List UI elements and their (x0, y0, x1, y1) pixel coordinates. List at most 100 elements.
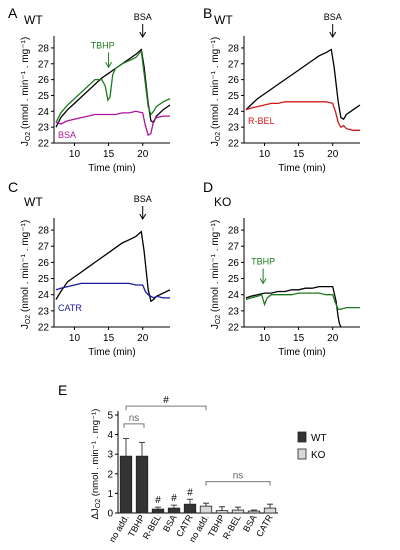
panel-letter-B: B (203, 5, 212, 21)
series-line-r-bel (245, 101, 360, 131)
y-tick-label: 22 (228, 323, 240, 334)
category-label-group: CATR (254, 513, 275, 539)
bracket-label: ns (233, 471, 244, 482)
y-tick-label: 26 (228, 75, 240, 86)
series-line-control (245, 48, 361, 121)
y-axis-label: JO2 (nmol . min⁻¹ . mg⁻¹) (20, 37, 32, 146)
x-axis-label: Time (min) (88, 163, 135, 174)
y-axis-label-text: JO2 (nmol . min⁻¹ . mg⁻¹) (210, 37, 222, 146)
x-tick-label: 15 (103, 333, 115, 344)
series-line-control (245, 285, 342, 328)
series-line-bsa (55, 110, 170, 137)
panel-letter-A: A (8, 5, 18, 21)
y-tick-label: 26 (38, 75, 50, 86)
significance-mark: # (155, 495, 161, 506)
y-tick-label: 2 (107, 469, 113, 480)
bar-ko (247, 510, 261, 514)
strain-label: KO (214, 195, 231, 209)
y-tick-label: 22 (38, 323, 50, 334)
legend-swatch-wt (297, 431, 307, 443)
y-tick-label: 3 (107, 450, 113, 461)
legend-catr: CATR (58, 303, 82, 313)
series-line-tbhp (245, 292, 360, 310)
y-tick-label: 24 (228, 290, 240, 301)
y-tick-label: 25 (38, 274, 50, 285)
strain-label: WT (214, 13, 233, 27)
x-tick-label: 20 (327, 149, 339, 160)
arrow-head (139, 213, 147, 220)
x-tick-label: 20 (327, 333, 339, 344)
y-tick-label: 28 (38, 226, 50, 237)
y-tick-label: 5 (107, 411, 113, 422)
x-axis-label: Time (min) (278, 163, 325, 174)
series-line-tbhp (55, 49, 171, 123)
series-line-control (55, 48, 171, 128)
panel-letter-C: C (8, 179, 18, 195)
y-tick-label: 22 (228, 139, 240, 150)
arrow-label: BSA (134, 12, 152, 22)
legend-label-wt: WT (311, 433, 327, 444)
y-axis-label-text: ΔJO2 (nmol . min⁻¹ . mg⁻¹) (90, 409, 102, 520)
y-axis-label-text: JO2 (nmol . min⁻¹ . mg⁻¹) (20, 37, 32, 146)
x-axis-label: Time (min) (278, 347, 325, 358)
y-axis-label-text: JO2 (nmol . min⁻¹ . mg⁻¹) (210, 220, 222, 329)
x-tick-label: 10 (69, 149, 81, 160)
panel-letter-D: D (203, 179, 213, 195)
tbhp-arrow-head (259, 278, 267, 285)
y-axis-label-text: JO2 (nmol . min⁻¹ . mg⁻¹) (20, 220, 32, 329)
tbhp-arrow-label: TBHP (91, 40, 115, 50)
significance-bracket (205, 481, 271, 486)
x-tick-label: 10 (259, 149, 271, 160)
y-axis-label: JO2 (nmol . min⁻¹ . mg⁻¹) (20, 220, 32, 329)
y-tick-label: 25 (228, 274, 240, 285)
y-tick-label: 26 (38, 258, 50, 269)
y-tick-label: 26 (228, 258, 240, 269)
legend-swatch-ko (297, 448, 307, 460)
bar-wt (135, 455, 149, 514)
bar-ko (231, 509, 245, 514)
y-tick-label: 25 (228, 91, 240, 102)
x-tick-label: 20 (137, 333, 149, 344)
y-tick-label: 4 (107, 430, 113, 441)
category-label: CATR (254, 513, 275, 539)
y-axis-label: JO2 (nmol . min⁻¹ . mg⁻¹) (210, 37, 222, 146)
y-tick-label: 23 (38, 306, 50, 317)
x-tick-label: 15 (293, 149, 305, 160)
arrow-label: BSA (324, 12, 342, 22)
strain-label: WT (24, 195, 43, 209)
legend-bsa: BSA (58, 130, 76, 140)
significance-bracket (123, 423, 145, 428)
y-tick-label: 23 (228, 306, 240, 317)
strain-label: WT (24, 13, 43, 27)
x-axis-label: Time (min) (88, 347, 135, 358)
panel-letter-E: E (58, 382, 67, 398)
arrow-head (139, 31, 147, 38)
y-tick-label: 1 (107, 489, 113, 500)
y-tick-label: 27 (38, 242, 50, 253)
bracket-label: # (163, 395, 169, 406)
x-tick-label: 10 (69, 333, 81, 344)
significance-mark: # (187, 487, 193, 498)
y-axis-label: ΔJO2 (nmol . min⁻¹ . mg⁻¹) (90, 409, 102, 520)
bar-wt (151, 508, 165, 514)
y-tick-label: 22 (38, 139, 50, 150)
y-tick-label: 27 (228, 242, 240, 253)
series-line-catr (55, 282, 170, 299)
y-tick-label: 23 (228, 123, 240, 134)
significance-bracket (125, 405, 207, 411)
x-tick-label: 20 (137, 149, 149, 160)
x-tick-label: 10 (259, 333, 271, 344)
bar-ko (263, 507, 277, 514)
legend-r-bel: R-BEL (248, 116, 275, 126)
bar-wt (119, 455, 133, 514)
y-tick-label: 24 (228, 107, 240, 118)
y-tick-label: 24 (38, 107, 50, 118)
bar-ko (199, 505, 213, 514)
